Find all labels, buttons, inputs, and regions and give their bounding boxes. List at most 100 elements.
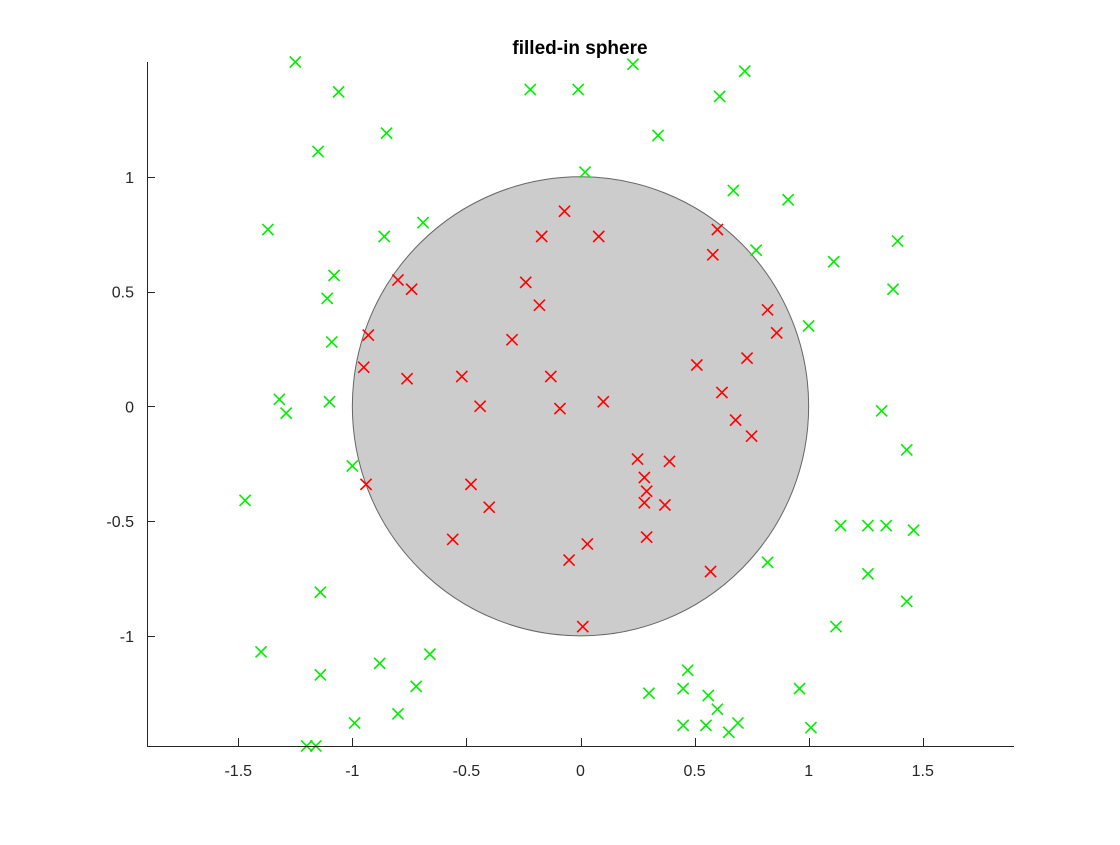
- red-x-marker: [770, 326, 783, 339]
- green-x-marker: [373, 657, 386, 670]
- green-x-marker: [702, 689, 715, 702]
- red-x-marker: [473, 400, 487, 413]
- x-tick-label: -0.5: [453, 763, 481, 780]
- red-x-marker: [544, 370, 557, 383]
- red-x-marker: [729, 413, 742, 427]
- green-x-marker: [907, 524, 920, 537]
- red-x-marker: [711, 223, 724, 236]
- red-x-marker: [357, 361, 370, 374]
- x-tick-label: -1.5: [224, 763, 252, 780]
- red-x-marker: [704, 565, 717, 578]
- x-tick-label: 0.5: [683, 763, 705, 780]
- green-x-marker: [731, 716, 745, 730]
- red-x-marker: [362, 329, 375, 342]
- green-x-marker: [348, 716, 361, 730]
- green-x-marker: [380, 127, 393, 140]
- green-x-marker: [524, 83, 537, 96]
- red-x-marker: [535, 230, 548, 243]
- green-x-marker: [711, 703, 724, 716]
- green-x-marker: [900, 595, 913, 608]
- red-x-marker: [483, 501, 496, 514]
- green-x-marker: [727, 184, 740, 197]
- green-x-marker: [314, 586, 327, 599]
- green-x-marker: [311, 145, 325, 158]
- red-x-marker: [391, 273, 405, 287]
- red-x-marker: [715, 386, 729, 399]
- green-x-marker: [793, 682, 806, 695]
- green-x-marker: [280, 407, 293, 420]
- x-tick-label: 1.5: [912, 763, 934, 780]
- y-tick-label: 0: [125, 399, 134, 416]
- red-x-marker: [740, 351, 754, 365]
- green-x-marker: [829, 620, 843, 633]
- red-x-marker: [761, 303, 774, 317]
- y-tick-label: 1: [125, 170, 134, 187]
- green-x-marker: [738, 65, 751, 78]
- red-x-marker: [658, 498, 672, 512]
- y-tick-label: 0.5: [112, 285, 134, 302]
- green-x-marker: [761, 556, 774, 569]
- y-tick-label: -1: [120, 629, 134, 646]
- green-x-marker: [314, 668, 327, 681]
- green-x-marker: [875, 404, 888, 418]
- red-x-marker: [359, 478, 373, 491]
- green-x-marker: [572, 83, 585, 96]
- green-x-marker: [346, 459, 359, 473]
- green-x-marker: [391, 707, 405, 720]
- red-x-marker: [597, 395, 610, 408]
- chart-title: filled-in sphere: [512, 38, 647, 59]
- green-x-marker: [677, 719, 690, 732]
- green-x-marker: [273, 393, 286, 406]
- green-x-marker: [722, 726, 735, 739]
- red-x-marker: [745, 430, 758, 443]
- green-x-marker: [423, 648, 437, 661]
- red-x-marker: [576, 620, 589, 633]
- green-x-marker: [238, 494, 252, 507]
- green-x-marker: [802, 319, 815, 333]
- red-x-marker: [640, 485, 653, 498]
- filled-circle: [351, 176, 810, 637]
- green-x-marker: [378, 230, 391, 243]
- green-x-marker: [332, 85, 345, 98]
- red-x-marker: [553, 402, 567, 415]
- x-tick-label: 1: [804, 763, 813, 780]
- red-x-marker: [400, 372, 414, 385]
- green-x-marker: [891, 234, 904, 248]
- red-x-marker: [638, 471, 651, 484]
- red-x-marker: [562, 553, 576, 567]
- green-x-marker: [886, 283, 900, 296]
- red-x-marker: [706, 248, 719, 261]
- green-x-marker: [626, 58, 640, 71]
- green-x-marker: [410, 680, 423, 693]
- green-x-marker: [804, 721, 818, 734]
- green-x-marker: [880, 519, 893, 532]
- red-x-marker: [638, 496, 651, 509]
- red-x-marker: [533, 299, 546, 312]
- x-tick-label: 0: [576, 763, 585, 780]
- green-x-marker: [900, 443, 913, 457]
- green-x-marker: [416, 216, 430, 229]
- green-x-marker: [578, 166, 592, 179]
- y-tick-label: -0.5: [106, 514, 134, 531]
- green-x-marker: [289, 55, 302, 69]
- green-x-marker: [327, 269, 341, 282]
- green-x-marker: [861, 519, 875, 532]
- green-x-marker: [699, 719, 713, 732]
- red-x-marker: [446, 533, 459, 546]
- red-x-marker: [558, 205, 571, 218]
- red-x-marker: [455, 370, 468, 383]
- green-x-marker: [323, 395, 336, 408]
- green-x-marker: [642, 687, 656, 700]
- red-x-marker: [464, 478, 478, 491]
- red-x-marker: [592, 230, 605, 243]
- red-x-marker: [690, 358, 703, 372]
- green-x-marker: [713, 90, 726, 103]
- green-x-marker: [321, 292, 334, 305]
- green-x-marker: [750, 244, 763, 257]
- green-x-marker: [681, 664, 694, 677]
- green-x-marker: [861, 567, 875, 580]
- green-x-marker: [254, 645, 268, 659]
- red-x-marker: [581, 537, 594, 551]
- green-x-marker: [827, 255, 840, 268]
